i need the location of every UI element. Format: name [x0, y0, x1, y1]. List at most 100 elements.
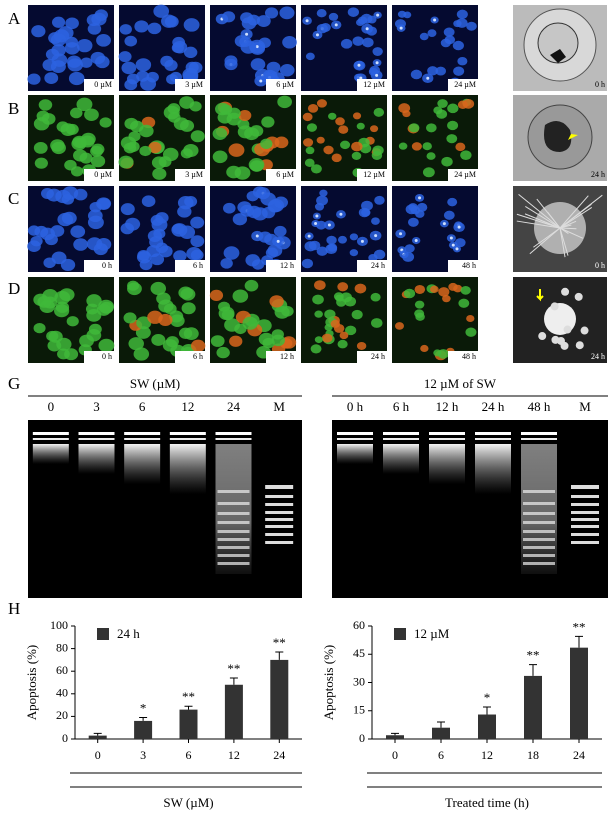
nucleus	[310, 344, 322, 354]
legend-label: 24 h	[117, 626, 140, 641]
nucleus	[244, 279, 259, 292]
nucleus	[90, 51, 106, 65]
nucleus	[80, 57, 93, 68]
condensed-chromatin	[375, 73, 379, 77]
nucleus	[282, 36, 297, 49]
bar	[524, 675, 542, 739]
x-tick-label: 24	[273, 748, 285, 762]
gel	[28, 420, 302, 598]
nucleus	[158, 156, 172, 168]
x-tick-label: 18	[527, 748, 539, 762]
nucleus	[356, 122, 365, 130]
nucleus	[190, 339, 206, 352]
nucleus	[47, 339, 62, 352]
nucleus	[54, 304, 70, 318]
nucleus	[161, 14, 177, 28]
condensed-chromatin	[376, 13, 380, 17]
legend-swatch	[394, 628, 406, 640]
nucleus	[339, 331, 349, 340]
nucleus	[33, 323, 46, 334]
dna-ladder-band	[523, 530, 555, 533]
nucleus	[186, 247, 202, 261]
image-label-box	[175, 351, 205, 363]
nucleus	[410, 69, 423, 80]
filopodium	[536, 198, 561, 229]
nucleus	[215, 102, 230, 116]
image-label-box	[175, 169, 205, 181]
y-tick-label: 0	[359, 731, 365, 745]
nucleus	[407, 217, 419, 227]
image-label: 6 h	[193, 261, 203, 270]
gel	[332, 420, 608, 598]
panel-letter: D	[8, 279, 20, 298]
x-tick-label: 6	[186, 748, 192, 762]
ladder-band	[265, 518, 294, 521]
filopodium	[518, 193, 561, 229]
nucleus	[136, 316, 152, 330]
well	[429, 432, 465, 435]
nucleus	[55, 189, 71, 204]
filopodium	[559, 227, 566, 258]
image-label: 0 µM	[94, 80, 112, 89]
error-bar	[93, 732, 102, 736]
nucleus	[442, 295, 451, 303]
nucleus	[441, 156, 453, 167]
nucleus	[152, 167, 167, 180]
x-tick-label: 24	[573, 748, 585, 762]
nucleus	[411, 142, 422, 151]
y-tick-label: 80	[56, 640, 68, 654]
nucleus	[345, 325, 357, 336]
panel-letter: C	[8, 189, 19, 208]
nucleus	[190, 130, 205, 143]
image-label: 12 h	[280, 261, 294, 270]
bar	[270, 659, 289, 739]
nucleus	[226, 165, 242, 179]
nucleus	[453, 66, 465, 76]
nucleus	[51, 16, 66, 28]
bleb	[574, 292, 583, 301]
nucleus	[39, 299, 55, 314]
nucleus	[190, 216, 205, 229]
bar	[88, 735, 107, 739]
nucleus	[436, 109, 448, 119]
nucleus	[405, 204, 418, 215]
y-tick-label: 0	[62, 731, 68, 745]
nucleus	[128, 131, 141, 142]
nucleus	[427, 66, 439, 76]
nucleus	[446, 134, 458, 144]
nucleus	[64, 42, 80, 55]
error-bar	[139, 717, 148, 721]
ladder-band	[571, 518, 599, 521]
image-label-box	[266, 260, 296, 272]
image-label: 6 µM	[276, 170, 294, 179]
nucleus	[274, 196, 289, 209]
well	[521, 432, 557, 435]
y-tick-label: 60	[56, 663, 68, 677]
nucleus	[70, 166, 84, 177]
nucleus	[454, 238, 466, 248]
well	[32, 432, 69, 435]
nucleus	[419, 32, 429, 41]
arrow	[568, 134, 578, 140]
nucleus	[252, 207, 268, 221]
nucleus	[372, 47, 383, 56]
dna-ladder-band	[217, 490, 250, 493]
nucleus	[301, 258, 313, 269]
error-bar	[229, 677, 238, 685]
nucleus	[88, 323, 102, 335]
nucleus	[222, 11, 236, 23]
nucleus	[351, 309, 363, 320]
filopodium	[559, 194, 603, 229]
dna-ladder-band	[217, 502, 250, 505]
x-tick-label: 12	[481, 748, 493, 762]
image-label: 48 h	[462, 261, 476, 270]
image-label-box	[84, 351, 114, 363]
nucleus	[344, 296, 357, 307]
nucleus	[73, 149, 88, 162]
dna-ladder-band	[217, 546, 250, 549]
nucleus	[356, 18, 365, 27]
nucleus	[54, 290, 71, 305]
nucleus	[188, 61, 203, 74]
lane-label: 12 h	[436, 399, 459, 414]
image-label: 3 µM	[185, 170, 203, 179]
